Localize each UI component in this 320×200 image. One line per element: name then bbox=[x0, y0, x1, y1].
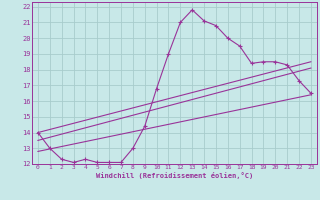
X-axis label: Windchill (Refroidissement éolien,°C): Windchill (Refroidissement éolien,°C) bbox=[96, 172, 253, 179]
